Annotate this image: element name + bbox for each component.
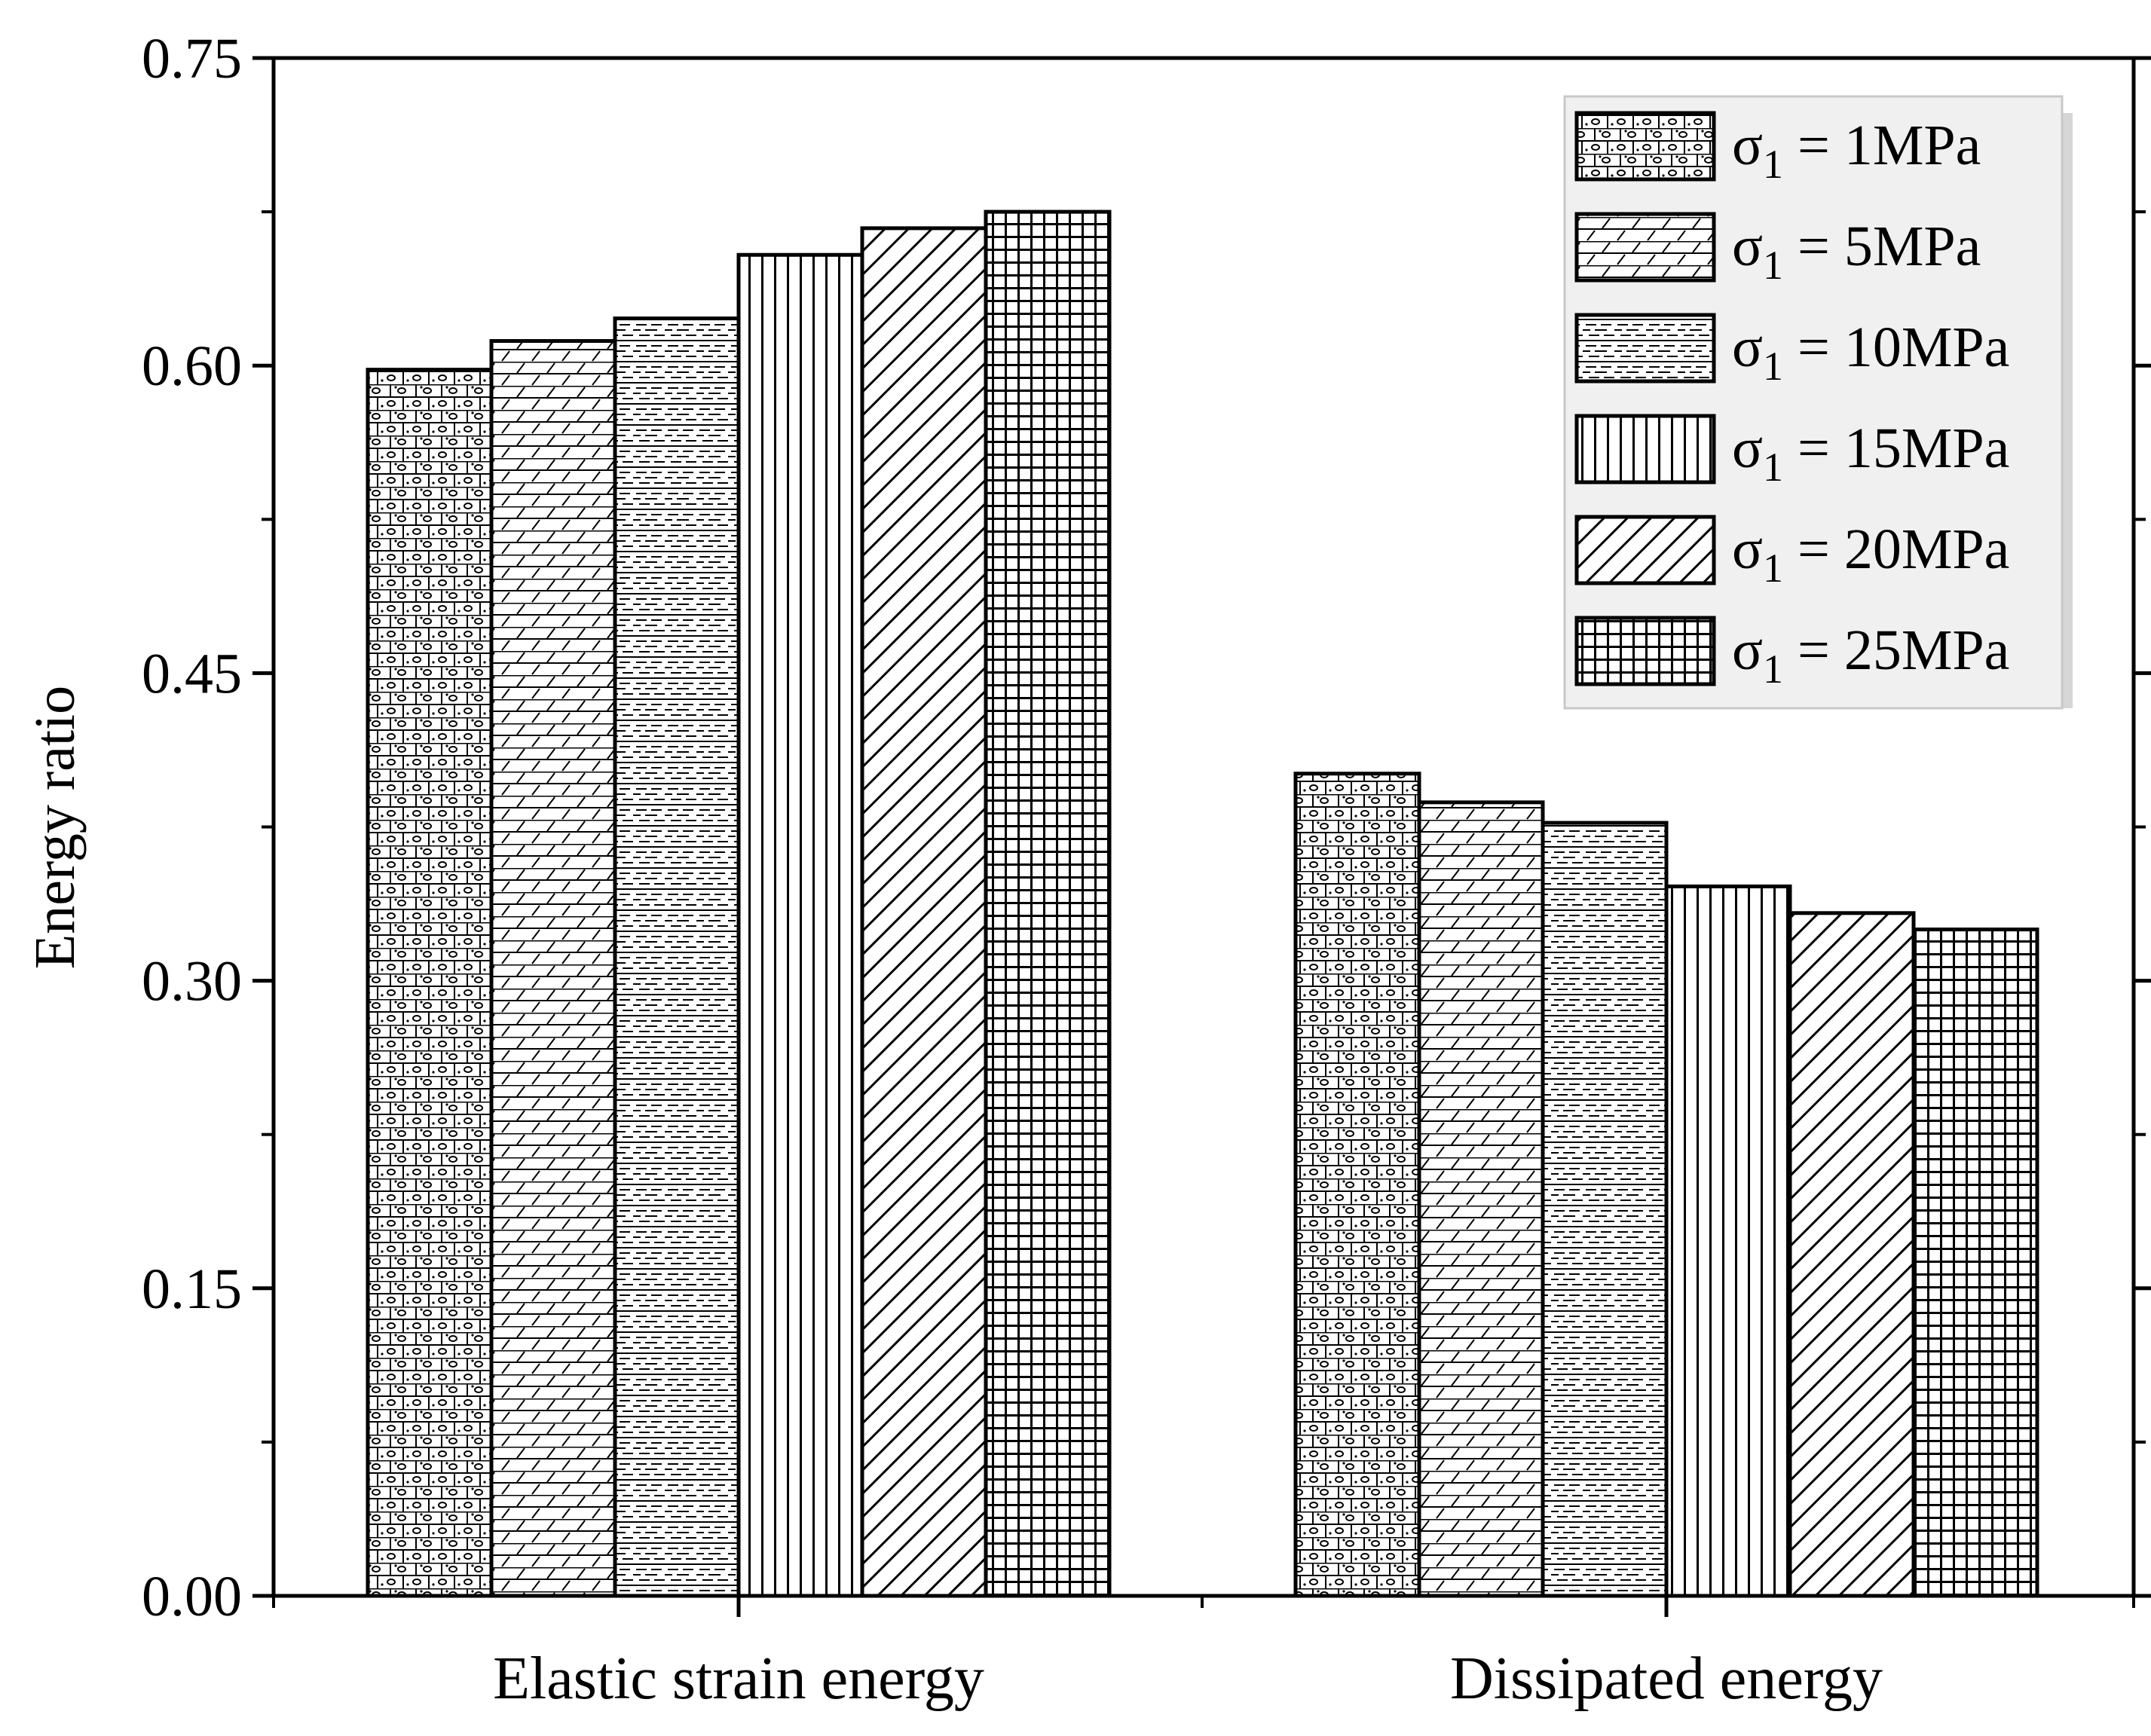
bar-25mpa-dissipated [1911,928,2039,1598]
bar-15mpa-dissipated [1664,884,1792,1598]
y-tick-label: 0.75 [142,27,242,90]
legend-entry-label: σ1 = 5MPa [1732,215,1981,288]
x-tick-label: Dissipated energy [1450,1646,1883,1712]
bar-15mpa-elastic [736,252,864,1598]
legend-swatch [1574,414,1716,484]
legend-swatch [1574,515,1716,585]
bar-20mpa-dissipated [1788,911,1916,1598]
y-tick-label: 0.60 [142,335,242,398]
legend-swatch [1574,111,1716,182]
legend-entry-label: σ1 = 15MPa [1732,417,2009,490]
bars-layer [366,209,2039,1598]
legend-swatch [1574,313,1716,384]
legend-box [1563,95,2064,710]
bar-1mpa-elastic [366,368,494,1598]
bar-20mpa-elastic [860,226,988,1598]
x-axis: Elastic strain energy Dissipated energy [272,1596,2135,1712]
x-tick-label: Elastic strain energy [493,1646,984,1712]
y-tick-label: 0.30 [142,950,242,1013]
bar-10mpa-elastic [613,316,741,1598]
legend-swatch [1574,212,1716,283]
bar-1mpa-dissipated [1293,772,1421,1598]
bar-5mpa-dissipated [1417,800,1545,1598]
y-tick-label: 0.45 [142,642,242,705]
legend-swatch [1574,616,1716,686]
bar-5mpa-elastic [489,339,617,1598]
legend-entry-label: σ1 = 20MPa [1732,518,2009,591]
y-tick-label: 0.15 [142,1258,242,1321]
bar-10mpa-dissipated [1541,821,1669,1598]
y-tick-label: 0.00 [142,1565,242,1628]
y-axis: 0.00 0.15 0.30 0.45 0.60 0.75 [142,27,2151,1628]
legend: σ1 = 1MPa σ1 = 5MPa σ1 = 10MPa σ1 = 15MPa σ1… [1563,95,2073,710]
legend-entry-label: σ1 = 10MPa [1732,316,2009,389]
bar-25mpa-elastic [984,209,1112,1598]
legend-entry-label: σ1 = 1MPa [1732,114,1981,187]
legend-entry-label: σ1 = 25MPa [1732,619,2009,692]
y-axis-label: Energy ratio [23,686,87,969]
